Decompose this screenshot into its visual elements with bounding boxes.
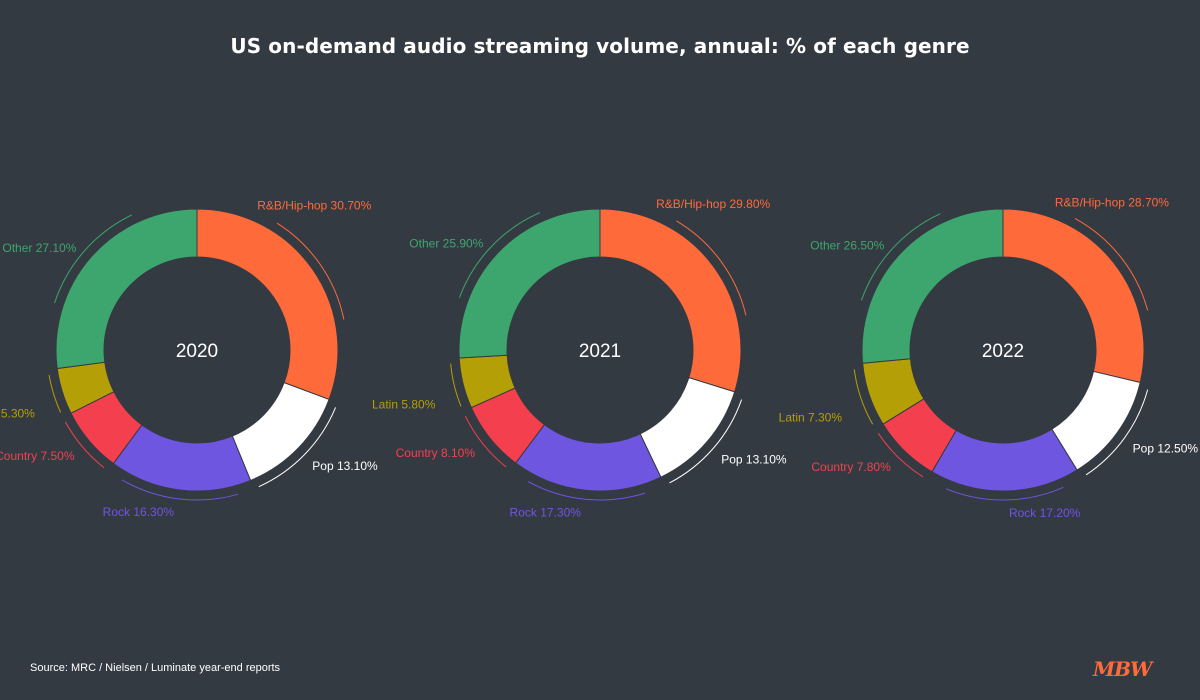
- center-label-2022: 2022: [982, 341, 1024, 362]
- label-latin-2020: Latin 5.30%: [0, 407, 35, 421]
- label-country-2022: Country 7.80%: [811, 460, 891, 474]
- leader-rock-2022: [945, 486, 1064, 501]
- leader-country-2022: [877, 432, 924, 478]
- label-pop-2020: Pop 13.10%: [312, 459, 378, 473]
- label-r-b-hip-hop-2022: R&B/Hip-hop 28.70%: [1055, 196, 1169, 210]
- label-r-b-hip-hop-2020: R&B/Hip-hop 30.70%: [257, 199, 371, 213]
- label-country-2020: Country 7.50%: [0, 449, 75, 463]
- leader-other-2022: [860, 213, 941, 301]
- leader-r-b-hip-hop-2021: [676, 220, 747, 316]
- leader-country-2021: [464, 415, 507, 468]
- leader-other-2020: [54, 214, 132, 304]
- slice-rock-2022: [931, 428, 1078, 492]
- source-note: Source: MRC / Nielsen / Luminate year-en…: [30, 662, 281, 674]
- leader-pop-2022: [1085, 389, 1149, 476]
- slice-other-2022: [861, 208, 1004, 364]
- mbw-logo: MBW: [1093, 657, 1153, 681]
- chart-title: US on-demand audio streaming volume, ann…: [230, 34, 970, 58]
- center-label-2021: 2021: [579, 341, 621, 362]
- label-latin-2022: Latin 7.30%: [779, 410, 843, 424]
- label-rock-2022: Rock 17.20%: [1009, 506, 1081, 520]
- label-other-2021: Other 25.90%: [409, 237, 483, 251]
- label-pop-2021: Pop 13.10%: [721, 452, 787, 466]
- donut-2021: R&B/Hip-hop 29.80% Pop 13.10% Rock 17.30% C…: [372, 197, 787, 519]
- label-rock-2021: Rock 17.30%: [510, 505, 582, 519]
- leader-rock-2020: [121, 479, 239, 501]
- label-other-2022: Other 26.50%: [810, 239, 884, 253]
- leader-other-2021: [458, 212, 541, 298]
- label-pop-2022: Pop 12.50%: [1133, 442, 1199, 456]
- label-rock-2020: Rock 16.30%: [103, 505, 175, 519]
- leader-pop-2021: [669, 399, 743, 484]
- center-label-2020: 2020: [176, 341, 218, 362]
- leader-latin-2021: [450, 363, 462, 407]
- leader-pop-2020: [258, 407, 337, 488]
- label-country-2021: Country 8.10%: [396, 446, 476, 460]
- label-other-2020: Other 27.10%: [2, 241, 76, 255]
- slice-r-b-hip-hop-2022: [1002, 208, 1145, 384]
- leader-country-2020: [64, 421, 105, 469]
- label-latin-2021: Latin 5.80%: [372, 398, 436, 412]
- leader-r-b-hip-hop-2022: [1074, 217, 1149, 311]
- leader-latin-2020: [48, 374, 62, 413]
- donut-2022: R&B/Hip-hop 28.70% Pop 12.50% Rock 17.20% C…: [779, 196, 1199, 520]
- donut-2020: R&B/Hip-hop 30.70% Pop 13.10% Rock 16.30% C…: [0, 199, 378, 519]
- leader-latin-2022: [853, 369, 874, 425]
- slice-other-2021: [458, 208, 601, 359]
- leader-r-b-hip-hop-2020: [276, 222, 345, 320]
- slice-r-b-hip-hop-2020: [196, 208, 339, 401]
- slice-other-2020: [55, 208, 198, 370]
- label-r-b-hip-hop-2021: R&B/Hip-hop 29.80%: [656, 197, 770, 211]
- slice-r-b-hip-hop-2021: [599, 208, 742, 393]
- leader-rock-2021: [528, 481, 646, 501]
